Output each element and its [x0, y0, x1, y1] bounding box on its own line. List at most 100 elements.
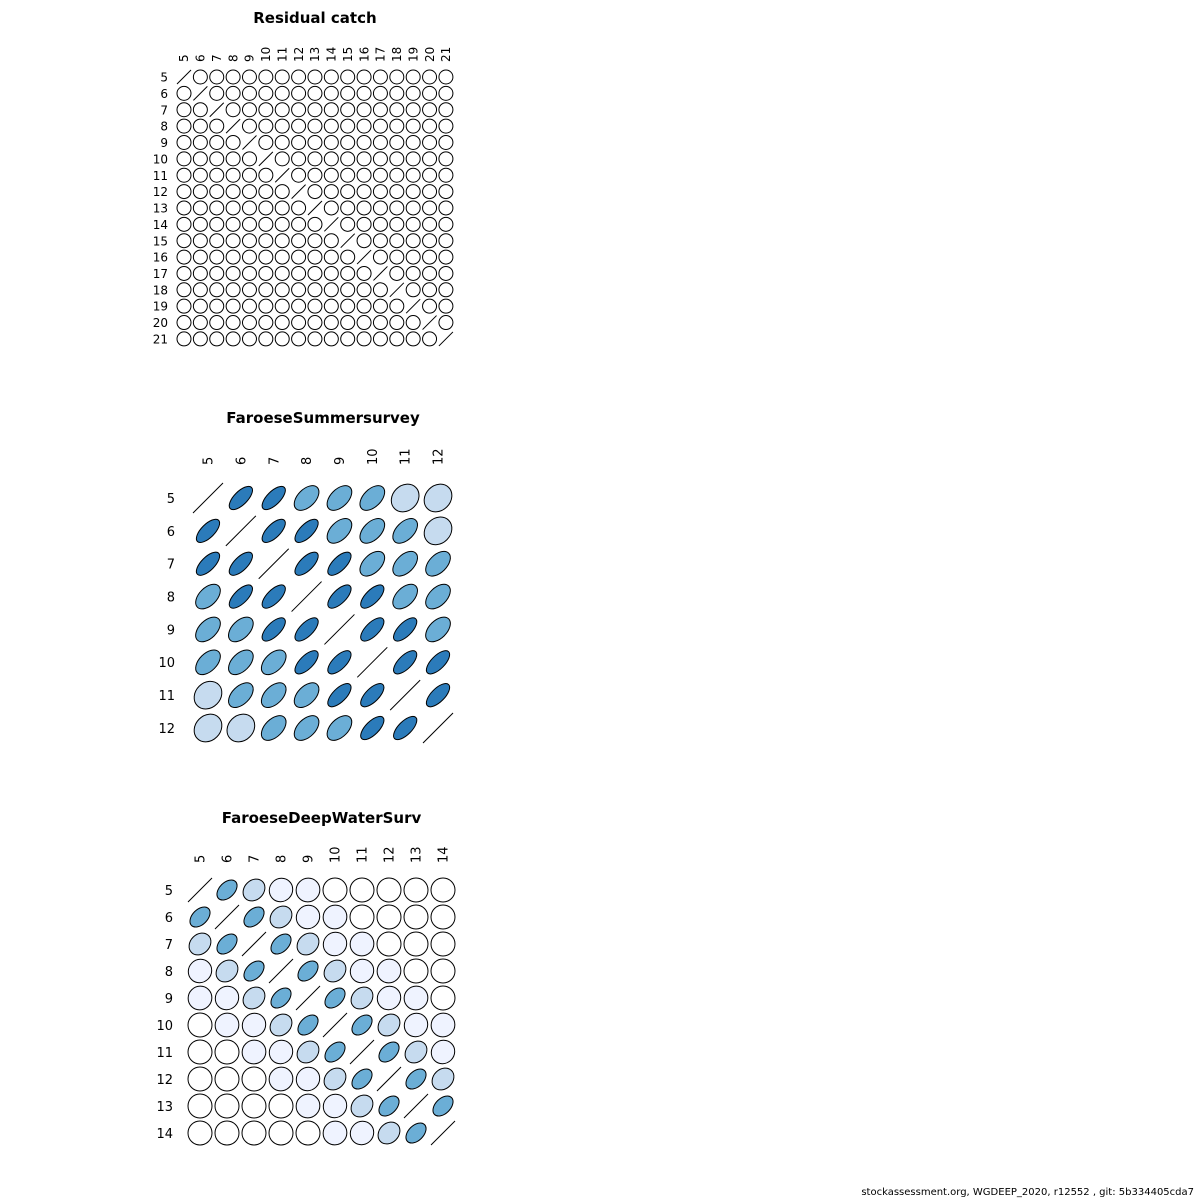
- correlation-ellipse: [225, 282, 241, 298]
- correlation-ellipse: [323, 959, 347, 983]
- diagonal-mark: [323, 216, 339, 232]
- column-tick-label: 13: [308, 47, 322, 62]
- correlation-ellipse: [295, 904, 321, 930]
- correlation-ellipse: [323, 134, 339, 150]
- correlation-ellipse: [323, 298, 339, 314]
- correlation-ellipse: [291, 249, 307, 265]
- correlation-ellipse: [209, 134, 225, 150]
- correlation-ellipse: [430, 1039, 456, 1065]
- correlation-ellipse: [189, 906, 211, 928]
- correlation-ellipse: [291, 282, 307, 298]
- correlation-ellipse: [389, 134, 405, 150]
- correlation-ellipse: [176, 200, 192, 216]
- correlation-ellipse: [192, 298, 208, 314]
- correlation-ellipse: [274, 151, 290, 167]
- correlation-ellipse: [389, 265, 405, 281]
- correlation-ellipse: [268, 1039, 294, 1065]
- correlation-ellipse: [176, 216, 192, 232]
- correlation-ellipse: [307, 233, 323, 249]
- correlation-ellipse: [291, 315, 307, 331]
- row-tick-label: 10: [158, 656, 175, 671]
- row-tick-label: 12: [158, 722, 175, 737]
- diagonal-mark: [389, 679, 421, 711]
- correlation-ellipse: [349, 931, 375, 957]
- correlation-ellipse: [351, 1014, 373, 1036]
- correlation-ellipse: [423, 516, 453, 546]
- column-tick-label: 5: [194, 855, 209, 863]
- diagonal-mark: [193, 86, 208, 101]
- row-tick-label: 13: [156, 1100, 173, 1115]
- correlation-ellipse: [326, 715, 353, 741]
- correlation-ellipse: [323, 331, 339, 347]
- row-tick-label: 6: [160, 87, 168, 101]
- row-tick-label: 9: [165, 992, 173, 1007]
- correlation-ellipse: [241, 1012, 267, 1038]
- correlation-ellipse: [403, 904, 429, 930]
- diagonal-mark: [438, 331, 454, 347]
- column-tick-label: 14: [437, 846, 452, 863]
- correlation-ellipse: [274, 184, 290, 200]
- row-tick-label: 8: [167, 591, 175, 606]
- correlation-ellipse: [228, 616, 254, 643]
- correlation-ellipse: [376, 985, 402, 1011]
- correlation-ellipse: [376, 931, 402, 957]
- correlation-ellipse: [209, 184, 225, 200]
- correlation-ellipse: [340, 282, 356, 298]
- correlation-ellipse: [293, 485, 320, 511]
- correlation-ellipse: [422, 282, 438, 298]
- correlation-ellipse: [209, 118, 225, 134]
- correlation-ellipse: [307, 69, 323, 85]
- correlation-ellipse: [389, 216, 405, 232]
- correlation-ellipse: [389, 233, 405, 249]
- correlation-ellipse: [228, 485, 253, 511]
- correlation-ellipse: [291, 216, 307, 232]
- correlation-ellipse: [392, 518, 418, 544]
- row-tick-label: 5: [165, 884, 173, 899]
- correlation-ellipse: [241, 265, 257, 281]
- column-tick-label: 8: [275, 855, 290, 863]
- correlation-ellipse: [372, 216, 388, 232]
- correlation-ellipse: [187, 985, 213, 1011]
- correlation-ellipse: [225, 102, 241, 118]
- correlation-ellipse: [176, 265, 192, 281]
- correlation-ellipse: [260, 715, 287, 741]
- correlation-ellipse: [258, 134, 274, 150]
- correlation-ellipse: [225, 216, 241, 232]
- correlation-ellipse: [356, 151, 372, 167]
- correlation-ellipse: [405, 69, 421, 85]
- column-tick-label: 8: [226, 54, 240, 62]
- footer-credit: stockassessment.org, WGDEEP_2020, r12552…: [861, 1187, 1194, 1198]
- correlation-ellipse: [192, 233, 208, 249]
- correlation-ellipse: [392, 550, 418, 577]
- column-tick-label: 13: [410, 846, 425, 863]
- correlation-panel-2: FaroeseSummersurvey 5 5 6 6 7 7 8 8 9 9 10 10 11 11 12 1…: [158, 409, 454, 744]
- correlation-ellipse: [372, 315, 388, 331]
- correlation-ellipse: [176, 134, 192, 150]
- correlation-ellipse: [425, 650, 451, 675]
- correlation-ellipse: [269, 1013, 293, 1037]
- correlation-ellipse: [405, 1122, 427, 1144]
- correlation-ellipse: [291, 233, 307, 249]
- correlation-ellipse: [176, 233, 192, 249]
- correlation-ellipse: [324, 1041, 346, 1063]
- correlation-ellipse: [356, 216, 372, 232]
- correlation-ellipse: [403, 958, 429, 984]
- correlation-ellipse: [274, 102, 290, 118]
- correlation-ellipse: [195, 649, 221, 676]
- correlation-ellipse: [422, 298, 438, 314]
- row-tick-label: 19: [153, 300, 168, 314]
- correlation-ellipse: [307, 151, 323, 167]
- correlation-ellipse: [405, 265, 421, 281]
- correlation-ellipse: [323, 233, 339, 249]
- row-tick-label: 5: [160, 71, 168, 85]
- diagonal-mark: [187, 877, 213, 903]
- correlation-ellipse: [349, 1120, 375, 1146]
- row-tick-label: 10: [156, 1019, 173, 1034]
- diagonal-mark: [258, 151, 274, 167]
- correlation-ellipse: [216, 879, 238, 901]
- correlation-ellipse: [389, 249, 405, 265]
- correlation-ellipse: [322, 1120, 348, 1146]
- correlation-ellipse: [372, 184, 388, 200]
- correlation-ellipse: [360, 683, 385, 708]
- correlation-ellipse: [389, 200, 405, 216]
